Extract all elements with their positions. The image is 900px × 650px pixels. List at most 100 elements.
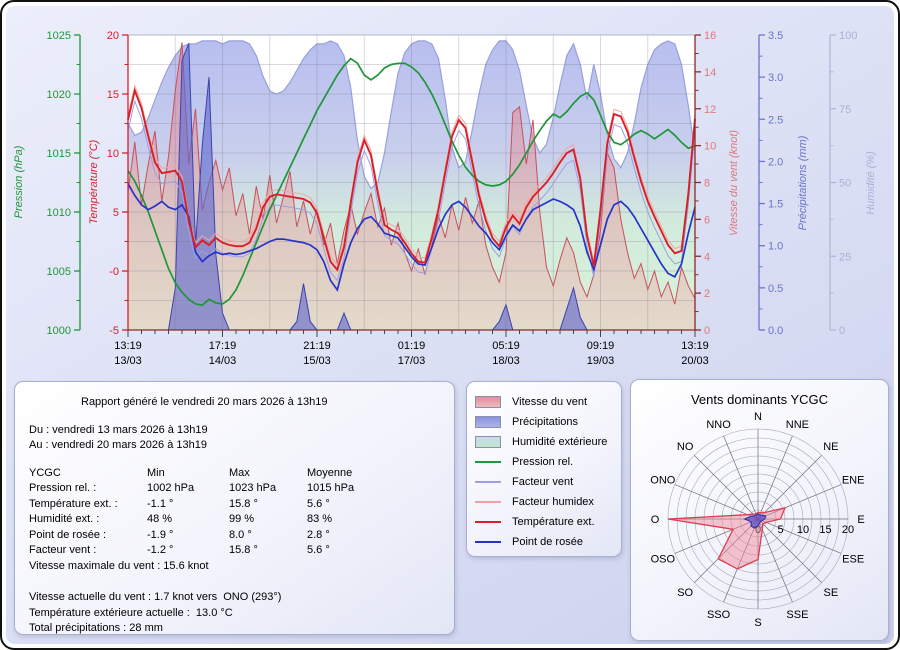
x-tick-time: 05:19 xyxy=(492,340,520,352)
svg-text:50: 50 xyxy=(839,178,851,190)
current-conditions-line: Température extérieure actuelle : 13.0 °… xyxy=(29,606,233,619)
x-tick-time: 01:19 xyxy=(398,340,426,352)
legend-label: Vitesse du vent xyxy=(512,396,588,408)
stats-cell: 15.8 ° xyxy=(229,497,258,510)
svg-text:1015: 1015 xyxy=(47,148,71,160)
rose-direction-label: SO xyxy=(677,587,693,599)
stats-cell: 1002 hPa xyxy=(147,482,195,494)
legend-swatch-icon xyxy=(475,436,501,448)
svg-text:8: 8 xyxy=(704,178,710,190)
svg-text:4: 4 xyxy=(704,251,710,263)
svg-text:1005: 1005 xyxy=(47,266,71,278)
stats-cell: -1.9 ° xyxy=(147,528,174,541)
stats-cell: Point de rosée : xyxy=(29,528,107,541)
temperature-axis: -5 -0 5 10 15 20 xyxy=(107,30,129,337)
rose-direction-label: NNE xyxy=(786,419,809,431)
svg-text:2.5: 2.5 xyxy=(768,114,783,126)
svg-text:2: 2 xyxy=(704,288,710,300)
stats-header-cell: YCGC xyxy=(29,466,61,479)
rose-scale-label: 20 xyxy=(842,524,854,536)
report-generated: Rapport généré le vendredi 20 mars 2026 … xyxy=(81,396,328,408)
rose-direction-label: ONO xyxy=(650,475,676,487)
current-conditions: Vitesse actuelle du vent : 1.7 knot vers… xyxy=(29,590,440,637)
stats-cell: -1.1 ° xyxy=(147,497,174,510)
stats-header-cell: Moyenne xyxy=(307,466,353,479)
svg-text:14: 14 xyxy=(704,67,716,79)
stats-cell: 2.8 ° xyxy=(307,528,330,541)
report-background: 1000 1005 1010 1015 1020 1025 -5 -0 5 10 15 20 0 2 4 6 8… xyxy=(6,6,894,644)
report-panel: Rapport généré le vendredi 20 mars 2026 … xyxy=(14,381,455,635)
dewpoint-line xyxy=(127,183,696,292)
x-tick-date: 19/03 xyxy=(587,355,615,367)
x-tick-date: 13/03 xyxy=(114,355,142,367)
svg-text:0.0: 0.0 xyxy=(768,325,783,337)
stats-cell: Humidité ext. : xyxy=(29,513,100,525)
axis-titles: Pression (hPa) Température (°C) Vitesse du… xyxy=(13,130,877,237)
rose-direction-label: S xyxy=(754,617,761,629)
svg-text:1010: 1010 xyxy=(47,207,71,219)
rose-direction-label: ESE xyxy=(842,553,864,565)
legend-item: Humidité extérieure xyxy=(475,432,621,452)
rose-scale-label: 5 xyxy=(777,524,783,536)
pressure-axis: 1000 1005 1010 1015 1020 1025 xyxy=(47,30,81,337)
legend-label: Température ext. xyxy=(512,516,595,528)
stats-cell: 8.0 ° xyxy=(229,528,252,541)
rose-direction-labels: N NNE NE ENE E ESE SE SSE S SSO SO OSO O ONO NO NNO xyxy=(650,411,864,629)
svg-text:0.5: 0.5 xyxy=(768,283,783,295)
x-tick-time: 17:19 xyxy=(209,340,237,352)
stats-cell: 99 % xyxy=(229,513,255,525)
legend-swatch-icon xyxy=(475,541,501,543)
legend-label: Pression rel. xyxy=(512,456,574,468)
stats-cell: 5.6 ° xyxy=(307,544,330,556)
rose-scale-labels: 0 5 10 15 20 xyxy=(755,524,854,536)
legend-panel: Vitesse du vent Précipitations Humidité ex… xyxy=(466,381,622,557)
legend-label: Précipitations xyxy=(512,416,579,428)
svg-text:1000: 1000 xyxy=(47,325,71,337)
axis-title: Pression (hPa) xyxy=(13,145,25,218)
precip-axis: 0.0 0.5 1.0 1.5 2.0 2.5 3.0 3.5 xyxy=(758,30,783,337)
windrose-panel: Vents dominants YCGC N NNE NE ENE E ESE SE SSE S… xyxy=(630,379,889,641)
rose-scale-label: 15 xyxy=(819,524,831,536)
legend-item: Point de rosée xyxy=(475,532,621,552)
stats-cell: 1023 hPa xyxy=(229,482,277,494)
rose-direction-label: ENE xyxy=(842,475,865,487)
legend-swatch-icon xyxy=(475,416,501,428)
svg-text:0: 0 xyxy=(704,325,710,337)
line-series xyxy=(127,57,696,307)
stats-cell: 48 % xyxy=(147,513,173,525)
report-period-from: Du : vendredi 13 mars 2026 à 13h19 xyxy=(29,423,208,436)
rose-direction-label: O xyxy=(651,514,660,526)
rose-scale-label: 10 xyxy=(797,524,809,536)
svg-text:15: 15 xyxy=(107,89,119,101)
x-tick-date: 14/03 xyxy=(209,355,237,367)
windrose-chart: N NNE NE ENE E ESE SE SSE S SSO SO OSO O ONO NO NNO 0 5 10… xyxy=(650,411,864,629)
svg-text:20: 20 xyxy=(107,30,119,42)
rose-direction-label: NE xyxy=(823,441,838,453)
svg-text:0: 0 xyxy=(839,325,845,337)
temperature-line xyxy=(127,87,696,272)
svg-text:12: 12 xyxy=(704,104,716,116)
svg-text:1.0: 1.0 xyxy=(768,241,783,253)
legend-item: Facteur vent xyxy=(475,472,621,492)
legend-swatch-icon xyxy=(475,521,501,523)
stats-table: YCGC Min Max Moyenne Pression rel. : 1002 hPa… xyxy=(29,466,440,559)
svg-text:-5: -5 xyxy=(109,325,119,337)
svg-text:6: 6 xyxy=(704,214,710,226)
windrose-title: Vents dominants YCGC xyxy=(690,392,829,407)
time-axis: 13:19 13/03 17:19 14/03 21:19 15/03 01:19 17/03… xyxy=(114,329,709,367)
svg-text:1025: 1025 xyxy=(47,30,71,42)
x-tick-date: 20/03 xyxy=(681,355,709,367)
svg-text:10: 10 xyxy=(107,148,119,160)
stats-cell: 15.8 ° xyxy=(229,544,258,556)
rose-scale-label: 0 xyxy=(755,524,761,536)
svg-text:5: 5 xyxy=(113,207,119,219)
svg-text:16: 16 xyxy=(704,30,716,42)
legend-item: Vitesse du vent xyxy=(475,392,621,412)
rose-secondary-polygon xyxy=(743,512,767,529)
svg-text:10: 10 xyxy=(704,141,716,153)
axis-title: Précipitations (mm) xyxy=(797,135,809,230)
legend-label: Humidité extérieure xyxy=(512,436,608,448)
legend-swatch-icon xyxy=(475,461,501,463)
svg-text:1.5: 1.5 xyxy=(768,199,783,211)
x-tick-time: 09:19 xyxy=(587,340,615,352)
